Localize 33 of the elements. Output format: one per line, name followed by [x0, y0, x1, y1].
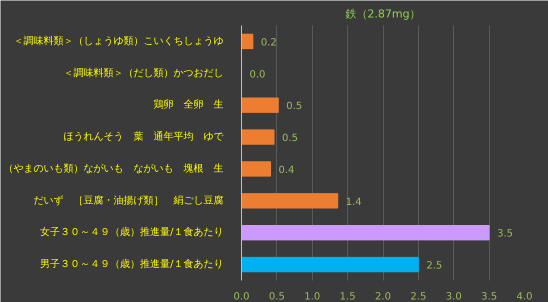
y-tick-label: （やまのいも類）ながいも ながいも 塊根 生 — [4, 162, 224, 174]
y-tick-label: だいず ［豆腐・油揚げ類］ 絹ごし豆腐 — [34, 194, 224, 206]
data-label: 3.5 — [497, 228, 514, 240]
text: 4.0 — [516, 292, 532, 302]
bar — [242, 34, 254, 50]
y-tick-label: 女子３０～４９（歳）推進量/１食あたり — [40, 226, 224, 238]
bar — [242, 225, 490, 240]
text: 3.5 — [481, 292, 498, 302]
y-tick-label: 鶏卵 全卵 生 — [154, 98, 224, 111]
y-tick-label: ＜調味料類＞（しょうゆ類）こいくちしょうゆ — [14, 34, 224, 47]
data-label: 0.5 — [286, 101, 302, 112]
bar — [242, 98, 279, 113]
data-label: 0.2 — [260, 37, 277, 48]
bar — [242, 161, 272, 177]
text: 0.5 — [268, 292, 285, 302]
bar — [242, 193, 338, 208]
data-label: 2.5 — [426, 260, 442, 272]
text: 0.0 — [234, 292, 250, 302]
text: 2.5 — [410, 292, 426, 302]
y-tick-label: ほうれんそう 葉 通年平均 ゆで — [64, 130, 224, 143]
bar — [242, 129, 275, 145]
data-label: 0.0 — [250, 69, 266, 80]
data-label: 0.4 — [278, 164, 294, 176]
text: 3.0 — [446, 292, 462, 302]
data-label: 1.4 — [346, 196, 362, 208]
data-label: 0.5 — [282, 133, 298, 144]
y-tick-label: 男子３０～４９（歳）推進量/１食あたり — [40, 258, 224, 270]
bar — [242, 256, 419, 272]
text: 1.0 — [304, 292, 320, 302]
chart-title: 鉄（2.87mg） — [345, 8, 421, 20]
text: 1.5 — [340, 292, 356, 302]
y-tick-label: ＜調味料類＞（だし類）かつおだし — [64, 66, 224, 79]
text: 2.0 — [375, 292, 391, 302]
